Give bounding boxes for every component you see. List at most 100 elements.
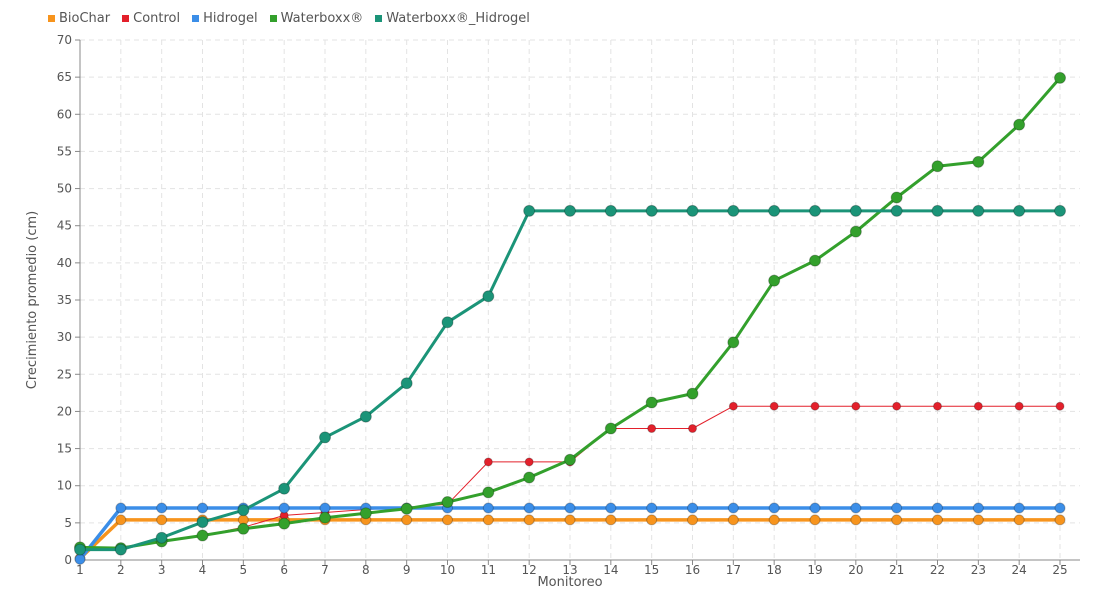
data-point-waterboxx[interactable] — [727, 336, 740, 349]
data-point-biochar[interactable] — [932, 514, 943, 526]
data-point-waterboxx-hidrogel[interactable] — [564, 204, 576, 217]
data-point-biochar[interactable] — [809, 514, 821, 526]
data-point-hidrogel[interactable] — [278, 502, 290, 514]
data-point-biochar[interactable] — [442, 514, 453, 526]
data-point-hidrogel[interactable] — [197, 502, 208, 514]
data-point-hidrogel[interactable] — [115, 502, 127, 514]
data-point-waterboxx[interactable] — [319, 511, 331, 524]
legend-item-hidrogel[interactable]: Hidrogel — [192, 11, 258, 26]
data-point-hidrogel[interactable] — [687, 502, 698, 514]
data-point-hidrogel[interactable] — [891, 502, 903, 514]
data-point-control[interactable] — [1055, 401, 1065, 411]
data-point-hidrogel[interactable] — [564, 502, 576, 514]
data-point-hidrogel[interactable] — [1054, 502, 1066, 514]
data-point-hidrogel[interactable] — [319, 502, 331, 514]
data-point-waterboxx-hidrogel[interactable] — [604, 204, 617, 217]
data-point-biochar[interactable] — [523, 514, 535, 526]
data-point-biochar[interactable] — [401, 514, 413, 526]
data-point-biochar[interactable] — [1054, 514, 1066, 526]
data-point-waterboxx-hidrogel[interactable] — [155, 531, 168, 544]
data-point-hidrogel[interactable] — [156, 502, 168, 514]
data-point-waterboxx[interactable] — [890, 191, 903, 204]
data-point-control[interactable] — [688, 424, 697, 434]
data-point-waterboxx-hidrogel[interactable] — [727, 204, 740, 217]
data-point-waterboxx-hidrogel[interactable] — [931, 204, 944, 217]
data-point-waterboxx-hidrogel[interactable] — [768, 204, 781, 217]
data-point-control[interactable] — [728, 401, 738, 411]
legend-item-waterboxx[interactable]: Waterboxx® — [269, 11, 363, 26]
data-point-waterboxx-hidrogel[interactable] — [359, 410, 372, 423]
data-point-biochar[interactable] — [972, 514, 984, 526]
data-point-waterboxx[interactable] — [482, 486, 495, 499]
data-point-waterboxx[interactable] — [1013, 118, 1026, 131]
legend-item-control[interactable]: Control — [122, 11, 180, 26]
data-point-waterboxx[interactable] — [523, 471, 536, 484]
data-point-waterboxx-hidrogel[interactable] — [114, 543, 127, 556]
data-point-waterboxx[interactable] — [564, 453, 576, 466]
data-point-waterboxx-hidrogel[interactable] — [523, 204, 536, 217]
data-point-waterboxx-hidrogel[interactable] — [278, 482, 291, 495]
data-point-hidrogel[interactable] — [523, 502, 535, 514]
data-point-waterboxx[interactable] — [604, 422, 617, 435]
data-point-waterboxx-hidrogel[interactable] — [1054, 204, 1066, 217]
data-point-waterboxx-hidrogel[interactable] — [809, 204, 821, 217]
data-point-waterboxx[interactable] — [441, 496, 454, 509]
data-point-hidrogel[interactable] — [932, 502, 943, 514]
data-point-biochar[interactable] — [768, 514, 780, 526]
data-point-control[interactable] — [810, 401, 820, 411]
data-point-waterboxx-hidrogel[interactable] — [237, 504, 250, 517]
data-point-biochar[interactable] — [727, 514, 739, 526]
data-point-biochar[interactable] — [850, 514, 862, 526]
data-point-biochar[interactable] — [482, 514, 494, 526]
data-point-biochar[interactable] — [646, 514, 658, 526]
data-point-waterboxx[interactable] — [972, 155, 985, 168]
data-point-control[interactable] — [973, 401, 983, 411]
data-point-hidrogel[interactable] — [1013, 502, 1025, 514]
data-point-waterboxx-hidrogel[interactable] — [400, 377, 413, 390]
data-point-control[interactable] — [483, 457, 493, 467]
data-point-hidrogel[interactable] — [74, 553, 86, 565]
data-point-biochar[interactable] — [891, 514, 903, 526]
data-point-hidrogel[interactable] — [850, 502, 862, 514]
data-point-waterboxx[interactable] — [849, 225, 862, 238]
data-point-control[interactable] — [524, 457, 534, 467]
data-point-biochar[interactable] — [687, 514, 698, 526]
data-point-waterboxx-hidrogel[interactable] — [890, 204, 903, 217]
data-point-waterboxx[interactable] — [645, 396, 658, 409]
data-point-waterboxx[interactable] — [278, 517, 291, 530]
data-point-waterboxx-hidrogel[interactable] — [645, 204, 658, 217]
data-point-waterboxx[interactable] — [809, 254, 821, 267]
legend-item-biochar[interactable]: BioChar — [48, 11, 110, 26]
data-point-control[interactable] — [647, 424, 657, 434]
data-point-control[interactable] — [933, 401, 942, 411]
data-point-waterboxx-hidrogel[interactable] — [686, 204, 699, 217]
data-point-waterboxx-hidrogel[interactable] — [74, 543, 86, 556]
data-point-hidrogel[interactable] — [972, 502, 984, 514]
data-point-waterboxx[interactable] — [931, 160, 944, 173]
data-point-waterboxx-hidrogel[interactable] — [972, 204, 985, 217]
data-point-hidrogel[interactable] — [727, 502, 739, 514]
data-point-biochar[interactable] — [1013, 514, 1025, 526]
data-point-hidrogel[interactable] — [646, 502, 658, 514]
data-point-waterboxx-hidrogel[interactable] — [196, 516, 209, 529]
data-point-control[interactable] — [769, 401, 779, 411]
data-point-hidrogel[interactable] — [809, 502, 821, 514]
data-point-waterboxx[interactable] — [196, 529, 209, 542]
data-point-waterboxx[interactable] — [768, 274, 781, 287]
data-point-waterboxx-hidrogel[interactable] — [482, 290, 495, 303]
data-point-waterboxx-hidrogel[interactable] — [1013, 204, 1026, 217]
data-point-waterboxx[interactable] — [1054, 71, 1066, 84]
data-point-hidrogel[interactable] — [605, 502, 617, 514]
data-point-hidrogel[interactable] — [768, 502, 780, 514]
legend-item-waterboxx-hidrogel[interactable]: Waterboxx®_Hidrogel — [375, 11, 530, 26]
data-point-waterboxx[interactable] — [237, 522, 250, 535]
data-point-waterboxx-hidrogel[interactable] — [441, 316, 454, 329]
data-point-control[interactable] — [851, 401, 861, 411]
data-point-biochar[interactable] — [605, 514, 617, 526]
data-point-waterboxx[interactable] — [359, 507, 372, 520]
data-point-waterboxx[interactable] — [686, 387, 699, 400]
data-point-waterboxx-hidrogel[interactable] — [849, 204, 862, 217]
data-point-hidrogel[interactable] — [482, 502, 494, 514]
data-point-control[interactable] — [1014, 401, 1024, 411]
data-point-waterboxx[interactable] — [400, 502, 413, 515]
